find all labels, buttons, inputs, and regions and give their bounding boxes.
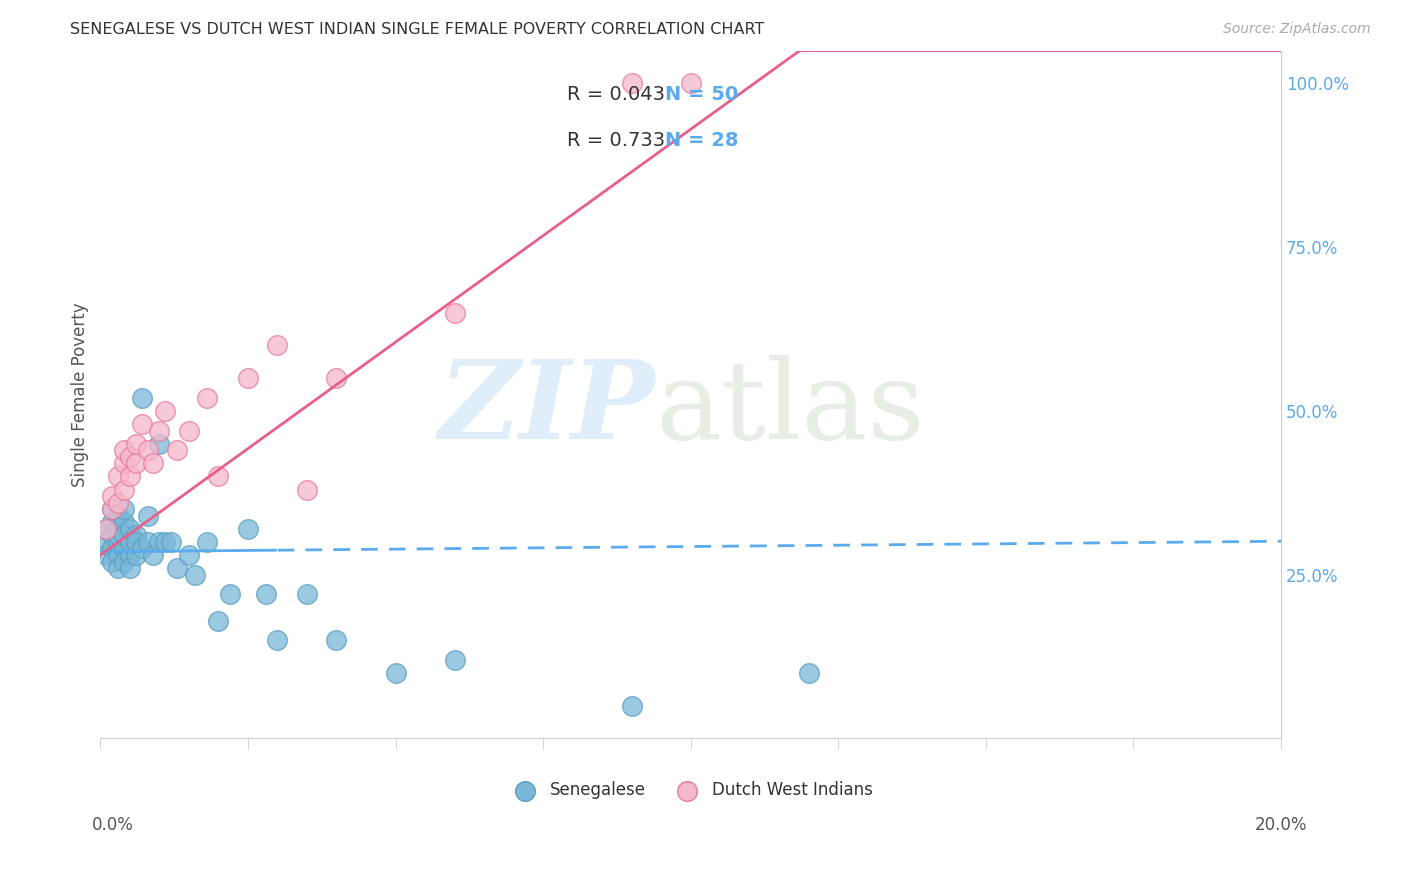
Point [195,391,218,405]
Point [166,561,188,575]
Point [325,633,347,648]
Point [101,541,124,556]
Point [112,456,135,470]
Point [443,306,465,320]
Point [148,535,170,549]
Point [101,528,124,542]
Point [177,548,200,562]
Point [107,561,129,575]
Point [107,469,129,483]
Point [207,469,229,483]
Point [96,535,118,549]
Point [112,555,135,569]
Point [125,548,148,562]
Text: 0.0%: 0.0% [91,816,134,834]
Point [131,391,153,405]
Y-axis label: Single Female Poverty: Single Female Poverty [72,302,89,487]
Point [207,614,229,628]
Point [136,508,159,523]
Point [118,535,141,549]
Point [101,555,124,569]
Text: ZIP: ZIP [439,354,655,462]
Point [118,561,141,575]
Point [266,633,288,648]
Point [266,338,288,352]
Point [101,502,124,516]
Point [131,417,153,431]
Point [125,436,148,450]
Point [177,424,200,438]
Point [112,483,135,497]
Point [155,535,177,549]
Point [254,587,277,601]
Legend: Senegalese, Dutch West Indians: Senegalese, Dutch West Indians [502,774,880,805]
Point [155,404,177,418]
Point [148,424,170,438]
Point [236,522,259,536]
Point [107,548,129,562]
Point [118,548,141,562]
Point [131,541,153,556]
Point [112,516,135,530]
Point [101,489,124,503]
Point [125,528,148,542]
Text: Source: ZipAtlas.com: Source: ZipAtlas.com [1223,22,1371,37]
Point [107,528,129,542]
Point [112,528,135,542]
Point [112,443,135,458]
Text: 20.0%: 20.0% [1256,816,1308,834]
Point [96,522,118,536]
Point [679,77,702,91]
Point [96,522,118,536]
Point [166,443,188,458]
Point [797,665,820,680]
Text: R = 0.043: R = 0.043 [567,85,665,103]
Point [136,535,159,549]
Point [148,436,170,450]
Point [195,535,218,549]
Point [236,371,259,385]
Point [107,508,129,523]
Point [136,443,159,458]
Point [101,516,124,530]
Point [325,371,347,385]
Point [295,483,318,497]
Point [107,535,129,549]
Point [219,587,242,601]
Text: SENEGALESE VS DUTCH WEST INDIAN SINGLE FEMALE POVERTY CORRELATION CHART: SENEGALESE VS DUTCH WEST INDIAN SINGLE F… [70,22,765,37]
Point [384,665,406,680]
Point [107,522,129,536]
Point [101,502,124,516]
Text: atlas: atlas [655,355,925,462]
Point [118,450,141,464]
Point [620,698,643,713]
Point [118,469,141,483]
Point [96,548,118,562]
Point [443,653,465,667]
Point [295,587,318,601]
Text: N = 28: N = 28 [665,131,738,150]
Point [125,535,148,549]
Text: R = 0.733: R = 0.733 [567,131,665,150]
Point [142,548,165,562]
Text: N = 50: N = 50 [665,85,738,103]
Point [112,541,135,556]
Point [112,502,135,516]
Point [125,456,148,470]
Point [160,535,183,549]
Point [107,495,129,509]
Point [184,567,207,582]
Point [142,456,165,470]
Point [118,522,141,536]
Point [620,77,643,91]
